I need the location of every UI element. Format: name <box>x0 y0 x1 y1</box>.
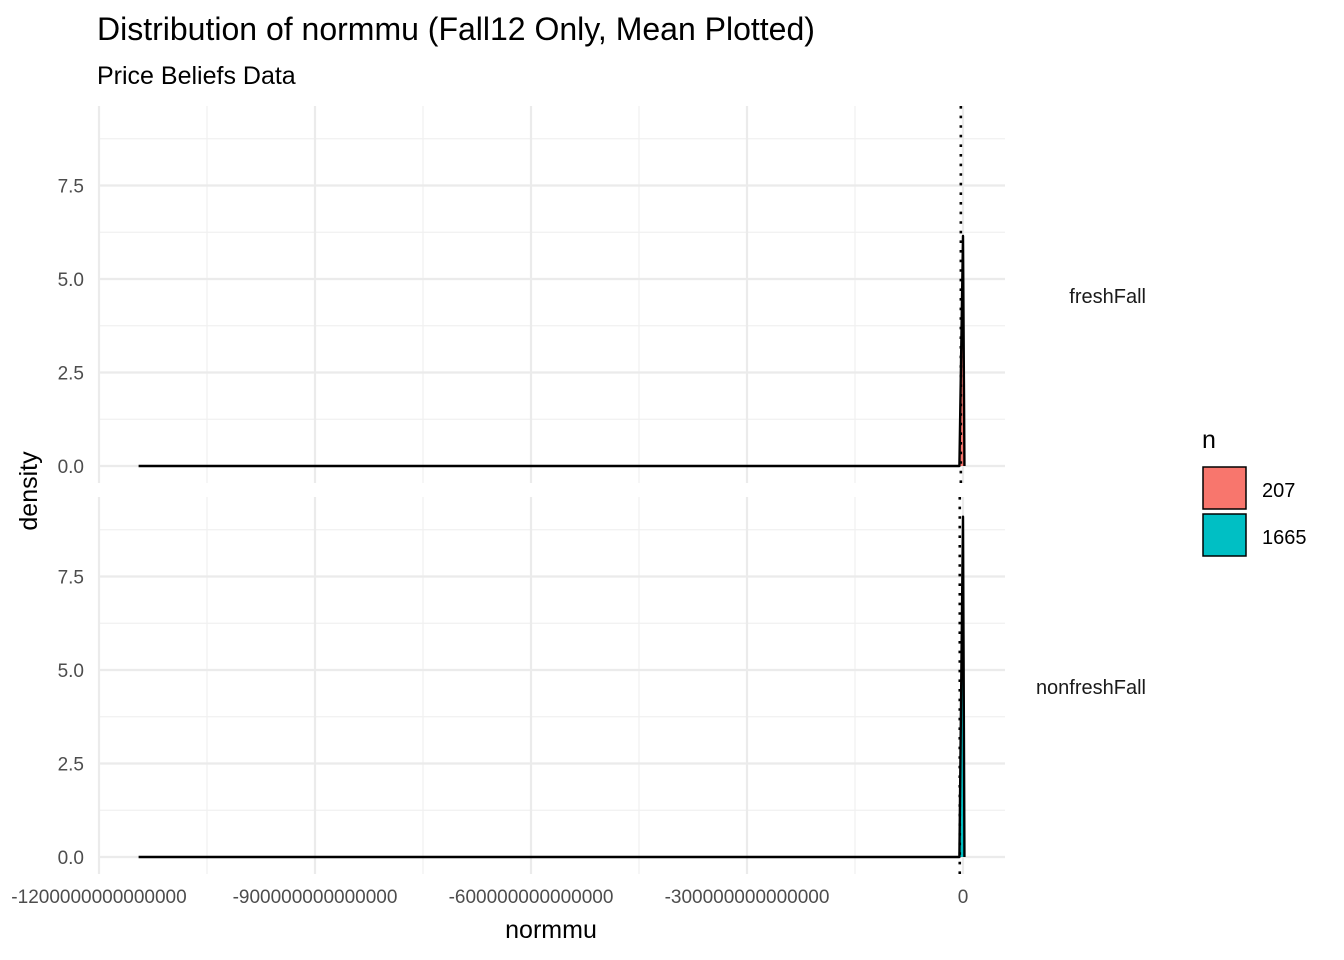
strip-label-nonfreshFall: nonfreshFall <box>1036 677 1146 699</box>
y-tick-label: 7.5 <box>58 177 84 198</box>
facet-panel-freshFall: 0.0 2.5 5.0 7.5 freshFall <box>58 106 1146 483</box>
x-tick-label: -600000000000000 <box>449 887 614 908</box>
y-axis-title: density <box>15 451 43 531</box>
density-area-freshFall <box>138 235 965 466</box>
facet-panel-nonfreshFall: 0.0 2.5 5.0 7.5 nonfreshFall <box>58 497 1146 874</box>
legend-title: n <box>1202 426 1216 454</box>
legend-swatch-207 <box>1202 466 1247 510</box>
y-tick-label: 0.0 <box>58 848 84 869</box>
x-axis-title: normmu <box>505 916 597 944</box>
y-tick-label: 5.0 <box>58 661 84 682</box>
y-tick-label: 5.0 <box>58 270 84 291</box>
facet-panels: 0.0 2.5 5.0 7.5 freshFall 0.0 2.5 5.0 7.5 nonfres… <box>58 106 1146 874</box>
density-curve-nonfreshFall <box>138 515 966 859</box>
x-tick-label: -900000000000000 <box>233 887 398 908</box>
y-tick-label: 2.5 <box>58 364 84 385</box>
strip-label-freshFall: freshFall <box>1069 286 1146 308</box>
x-tick-label: -1200000000000000 <box>11 887 186 908</box>
legend: n 207 1665 <box>1202 426 1307 557</box>
density-area-nonfreshFall <box>138 516 965 857</box>
chart-title: Distribution of normmu (Fall12 Only, Mea… <box>97 11 815 47</box>
legend-label-207: 207 <box>1262 480 1295 502</box>
y-tick-label: 7.5 <box>58 568 84 589</box>
x-tick-label: 0 <box>958 887 969 908</box>
legend-swatch-1665 <box>1202 513 1247 557</box>
x-axis-ticks: -1200000000000000 -900000000000000 -600000… <box>11 887 968 908</box>
y-tick-label: 0.0 <box>58 457 84 478</box>
y-tick-label: 2.5 <box>58 755 84 776</box>
legend-label-1665: 1665 <box>1262 527 1307 549</box>
x-tick-label: -300000000000000 <box>665 887 830 908</box>
density-curve-freshFall <box>138 234 966 468</box>
chart-subtitle: Price Beliefs Data <box>97 62 296 90</box>
